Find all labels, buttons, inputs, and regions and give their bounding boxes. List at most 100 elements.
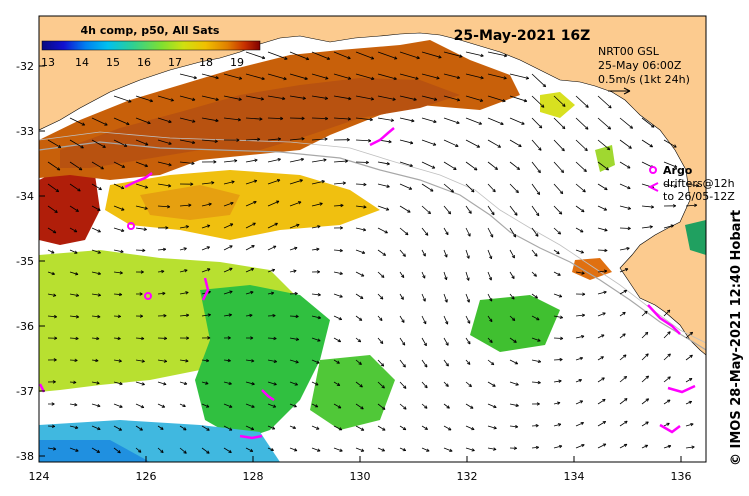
current-vector — [223, 95, 242, 101]
current-vector — [421, 337, 427, 347]
current-vector — [157, 139, 172, 145]
current-vector-head — [649, 144, 653, 148]
current-vector — [531, 139, 542, 151]
current-vector-head — [533, 273, 537, 277]
current-vector-head — [261, 55, 266, 60]
argo-legend: Argo drifters@12h to 26/05-12Z — [647, 164, 735, 203]
current-vector-head — [162, 291, 166, 296]
current-vector — [267, 245, 277, 251]
current-vector — [223, 314, 232, 317]
current-vector-head — [629, 125, 634, 129]
current-vector-head — [56, 167, 61, 171]
current-vector — [223, 267, 233, 273]
current-vector — [179, 425, 187, 431]
current-vector-head — [511, 275, 515, 279]
current-vector-head — [250, 336, 254, 340]
current-vector — [69, 425, 79, 429]
current-vector-head — [75, 208, 79, 212]
current-vector-head — [467, 341, 471, 345]
current-vector-head — [536, 212, 540, 217]
colorbar-gradient — [41, 40, 261, 51]
current-vector-head — [488, 277, 492, 281]
drifter-track — [239, 434, 263, 440]
current-vector-head — [535, 445, 539, 450]
current-vector — [311, 425, 320, 430]
current-vector-head — [581, 313, 586, 318]
current-vector — [509, 139, 522, 148]
current-vector-head — [207, 336, 211, 340]
current-vector — [531, 227, 539, 237]
current-vector-head — [666, 422, 670, 426]
current-vector — [289, 447, 298, 452]
current-vector — [267, 51, 288, 60]
current-vector-head — [229, 245, 233, 249]
current-vector-head — [234, 159, 238, 163]
current-vector — [377, 359, 385, 367]
current-vector — [509, 95, 527, 102]
current-vector — [289, 381, 298, 386]
current-vector-head — [294, 246, 298, 251]
current-vector — [289, 315, 299, 317]
current-vector-head — [96, 336, 100, 341]
current-vector — [597, 356, 604, 361]
current-vector — [443, 73, 460, 79]
current-vector-head — [211, 181, 215, 185]
current-vector-head — [183, 427, 187, 431]
current-vector-head — [673, 164, 678, 168]
current-vector-head — [580, 335, 585, 339]
current-vector — [575, 400, 583, 405]
current-vector-head — [185, 291, 189, 295]
current-vector — [487, 205, 495, 216]
current-vector-head — [117, 450, 121, 454]
current-vector — [69, 161, 83, 171]
current-vector — [575, 95, 589, 108]
current-vector — [223, 291, 233, 295]
current-vector — [465, 403, 474, 409]
current-vector — [575, 444, 585, 449]
current-vector — [663, 445, 671, 449]
current-vector-head — [645, 398, 650, 402]
current-vector — [553, 315, 563, 319]
current-vector — [399, 139, 414, 144]
current-vector — [245, 447, 254, 452]
y-tick-label: -38 — [16, 450, 34, 463]
current-vector-head — [492, 188, 496, 193]
current-vector — [663, 376, 671, 383]
current-vector-head — [191, 97, 196, 102]
current-vector-head — [695, 183, 700, 188]
current-vector-head — [96, 381, 100, 385]
current-vector-head — [363, 205, 367, 209]
drifter-legend-marker — [647, 182, 659, 192]
current-vector-head — [436, 76, 440, 80]
current-vector — [487, 381, 496, 387]
current-vector — [311, 180, 325, 185]
current-vector — [201, 425, 210, 431]
current-vector — [597, 205, 607, 211]
current-vector — [421, 139, 437, 146]
sst-patch-yellow-east — [540, 92, 575, 118]
current-vector — [531, 183, 541, 195]
current-vector — [641, 139, 653, 148]
current-vector-head — [381, 274, 385, 278]
current-vector-head — [493, 447, 497, 451]
current-vector — [311, 403, 319, 408]
current-vector-head — [52, 293, 57, 297]
credit-text: © IMOS 28-May-2021 12:40 Hobart — [729, 210, 744, 466]
current-vector — [377, 293, 384, 300]
current-vector-head — [511, 255, 515, 259]
current-vector-head — [518, 143, 522, 148]
current-vector-head — [236, 138, 240, 142]
current-vector — [245, 138, 261, 141]
current-vector — [531, 117, 543, 129]
current-vector — [113, 315, 121, 317]
current-vector — [663, 331, 671, 339]
current-vector-head — [365, 160, 369, 165]
current-vector — [619, 268, 629, 273]
current-vector-head — [604, 228, 608, 232]
current-vector-head — [490, 361, 495, 366]
current-vector-head — [379, 296, 384, 300]
current-vector-head — [293, 404, 297, 408]
current-vector-head — [560, 169, 565, 174]
current-vector — [487, 425, 497, 429]
current-vector — [597, 117, 611, 130]
